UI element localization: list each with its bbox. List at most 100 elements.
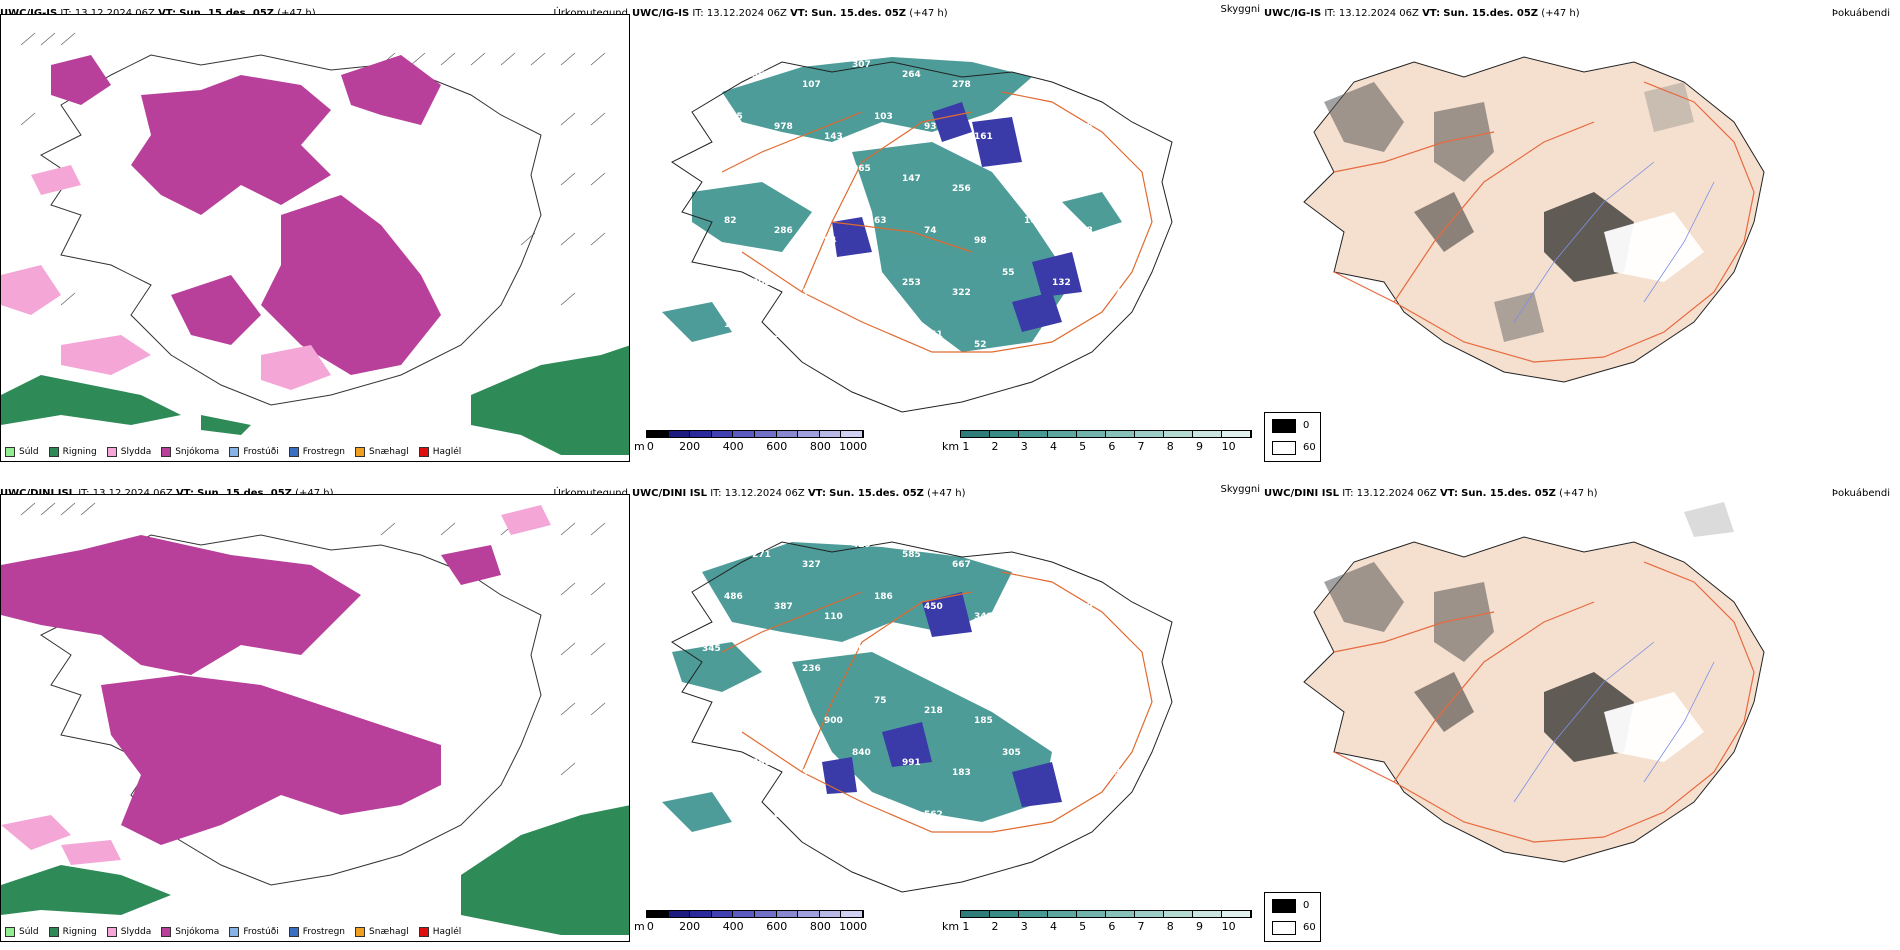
cloud-base-label: 368 <box>752 70 771 80</box>
cloud-base-label: 585 <box>902 550 921 560</box>
fog-map <box>1303 56 1765 383</box>
cloud-base-label: 562 <box>924 810 943 820</box>
cloud-base-label: 226 <box>724 696 743 706</box>
cloud-base-label: 23 <box>752 174 765 184</box>
cloud-base-label: 141 <box>924 330 943 340</box>
cloud-base-label: 536 <box>1052 654 1071 664</box>
fog-swatch-min <box>1272 419 1296 433</box>
legend-item-snaehagl: Snæhagl <box>355 927 409 937</box>
cloud-base-label: 271 <box>752 550 771 560</box>
cloud-base-label: 87 <box>724 800 737 810</box>
panel-title: Skyggni <box>1220 484 1260 495</box>
vt-value: Sun. 15.des. 05Z <box>179 8 274 19</box>
cloud-base-label: 965 <box>852 164 871 174</box>
cloud-base-label: 347 <box>1052 174 1071 184</box>
cloud-base-label: 322 <box>952 288 971 298</box>
legend-item-haglel: Haglél <box>418 447 461 457</box>
legend-item-frostregn: Frostregn <box>288 447 345 457</box>
precip-type-panel-top: UWC/IG-IS IT: 13.12.2024 06Z VT: Sun. 15… <box>0 0 632 470</box>
cloud-base-labels: 344 271 327 429 585 667 128 156 748 486 387 110 186 4… <box>702 540 1143 830</box>
precip-type-map <box>1 32 629 455</box>
legend-item-haglel: Haglél <box>418 927 461 937</box>
cloud-base-label: 991 <box>902 758 921 768</box>
sleet-areas <box>1 505 551 865</box>
legend-item-rigning: Rigning <box>48 447 97 457</box>
cloud-base-label: 278 <box>952 80 971 90</box>
iceland-land <box>1303 536 1765 863</box>
cloud-base-label: 546 <box>952 664 971 674</box>
cloud-base-label: 82 <box>724 216 737 226</box>
cloud-base-label: 528 <box>902 654 921 664</box>
cloud-base-label: 75 <box>1024 696 1037 706</box>
cloud-base-label: 119 <box>1102 184 1121 194</box>
cloud-base-label: 236 <box>802 664 821 674</box>
panel-title: Þokuábendi <box>1831 488 1890 499</box>
legend-swatch <box>288 447 299 457</box>
it-value: 13.12.2024 06Z <box>75 8 155 19</box>
cloud-base-label: 147 <box>902 174 921 184</box>
visibility-colorbar: km 1 2 3 4 5 6 7 8 9 10 <box>942 910 1252 938</box>
legend-item-frostregn: Frostregn <box>288 927 345 937</box>
cloud-base-label: 253 <box>902 278 921 288</box>
height-colorbar: m 0 200 400 600 800 1000 <box>634 910 867 938</box>
precip-type-panel-bottom: UWC/DINI ISL IT: 13.12.2024 06Z VT: Sun.… <box>0 480 632 950</box>
rain-areas <box>1 805 629 935</box>
visibility-panel-bottom: UWC/DINI ISL IT: 13.12.2024 06Z VT: Sun.… <box>632 480 1264 950</box>
cloud-base-label: 183 <box>952 768 971 778</box>
cloud-base-label: 667 <box>952 560 971 570</box>
cloud-base-label: 878 <box>824 340 843 350</box>
legend-swatch <box>161 447 172 457</box>
cloud-base-label: 995 <box>1002 60 1021 70</box>
visibility-ticks: 1 2 3 4 5 6 7 8 9 10 <box>962 440 1236 453</box>
cloud-base-label: 840 <box>852 748 871 758</box>
model-name: UWC/IG-IS <box>0 8 57 19</box>
panel-title: Úrkomutegund <box>553 488 628 499</box>
panel-title: Úrkomutegund <box>553 8 628 19</box>
cloud-base-label: 59 <box>774 330 787 340</box>
cloud-base-label: 264 <box>902 70 921 80</box>
cloud-base-label: 86 <box>1124 612 1137 622</box>
visibility-panel-top: UWC/IG-IS IT: 13.12.2024 06Z VT: Sun. 15… <box>632 0 1264 470</box>
rivers <box>1513 161 1715 323</box>
cloud-base-label: 95 <box>802 768 815 778</box>
cloud-base-label: 344 <box>702 540 721 550</box>
snow-areas <box>51 55 441 375</box>
cloud-base-label: 345 <box>702 644 721 654</box>
cloud-base-label: 55 <box>1002 268 1015 278</box>
cloud-base-label: 161 <box>702 748 721 758</box>
cloud-base-label: 486 <box>724 592 743 602</box>
cloud-base-label: 251 <box>874 800 893 810</box>
cloud-base-label: 304 <box>702 268 721 278</box>
cloud-base-label: 327 <box>802 560 821 570</box>
roads <box>721 91 1153 353</box>
panel-header: UWC/IG-IS IT: 13.12.2024 06Z VT: Sun. 15… <box>1264 8 1580 19</box>
cloud-base-label: 217 <box>1124 716 1143 726</box>
cloud-base-label: 636 <box>1052 70 1071 80</box>
precip-map-frame: Súld Rigning Slydda Snjókoma Frostúði Fr… <box>0 14 630 462</box>
cloud-base-label: 185 <box>974 716 993 726</box>
cloud-base-label: 143 <box>824 132 843 142</box>
cloud-base-label: 98 <box>974 236 987 246</box>
cloud-base-label: 406 <box>1124 132 1143 142</box>
cloud-base-label: 116 <box>724 320 743 330</box>
cloud-base-label: 308 <box>752 278 771 288</box>
cloud-base-label: 150 <box>752 654 771 664</box>
roads <box>1333 81 1755 363</box>
lead-time: (+47 h) <box>277 8 315 19</box>
low-cloud-areas <box>822 592 1062 807</box>
legend-swatch <box>229 447 240 457</box>
cloud-base-label: 128 <box>1074 122 1093 132</box>
precip-legend: Súld Rigning Slydda Snjókoma Frostúði Fr… <box>5 927 461 937</box>
legend-swatch <box>48 447 59 457</box>
fog-shading <box>1324 82 1704 342</box>
roads <box>721 571 1153 833</box>
cloud-base-label: 151 <box>1024 112 1043 122</box>
cloud-base-label: 90 <box>702 164 715 174</box>
panel-header: UWC/DINI ISL IT: 13.12.2024 06Z VT: Sun.… <box>632 488 966 499</box>
cloud-base-label: 978 <box>774 122 793 132</box>
cloud-base-label: 68 <box>774 810 787 820</box>
cloud-base-labels: 630 368 107 307 264 278 995 636 177 105 978 143 103 9… <box>702 60 1143 350</box>
legend-item-sulda: Súld <box>5 927 39 937</box>
cloud-base-label: 507 <box>1102 288 1121 298</box>
cloud-base-label: 128 <box>1002 540 1021 550</box>
